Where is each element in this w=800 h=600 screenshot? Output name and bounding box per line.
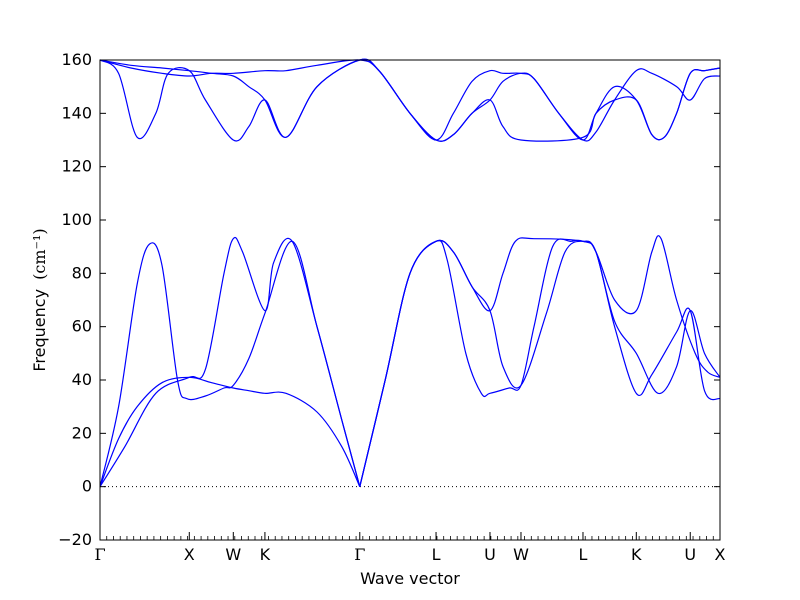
x-tick-label: W [513,545,529,564]
x-tick-label: U [684,545,696,564]
y-tick-label: 20 [72,423,92,442]
y-tick-label: 120 [61,157,92,176]
x-tick-label: L [579,545,588,564]
x-axis-title: Wave vector [360,569,460,588]
series-line-6 [359,239,721,487]
series-layer [99,58,721,487]
x-tick-label: K [631,545,642,564]
x-tick-label: Γ [94,545,105,564]
series-line-9 [99,58,721,142]
y-axis-title-unit: (cm⁻¹) [30,228,49,279]
plot-frame [99,59,721,541]
x-tick-label: U [484,545,496,564]
series-line-2 [99,240,361,487]
x-tick-label: W [225,545,241,564]
x-tick-label: Γ [354,545,365,564]
x-tick-label: X [715,545,726,564]
y-axis-title: Frequency (cm⁻¹) [30,228,49,371]
y-tick-label: 140 [61,103,92,122]
y-tick-label: 160 [61,50,92,69]
y-tick-label: 40 [72,370,92,389]
y-tick-label: 100 [61,210,92,229]
y-tick-label: −20 [58,530,92,549]
series-line-1 [99,376,361,487]
y-ticks-layer: −20 0 20 40 60 80 100 120 140 160 [58,50,720,549]
x-tick-label: K [260,545,271,564]
x-tick-label: X [184,545,195,564]
x-tick-label: L [432,545,441,564]
series-line-3 [99,236,361,487]
y-tick-label: 60 [72,317,92,336]
y-tick-label: 0 [82,477,92,496]
y-tick-label: 80 [72,263,92,282]
plot-area [100,60,720,540]
y-axis-title-text: Frequency [30,289,49,372]
